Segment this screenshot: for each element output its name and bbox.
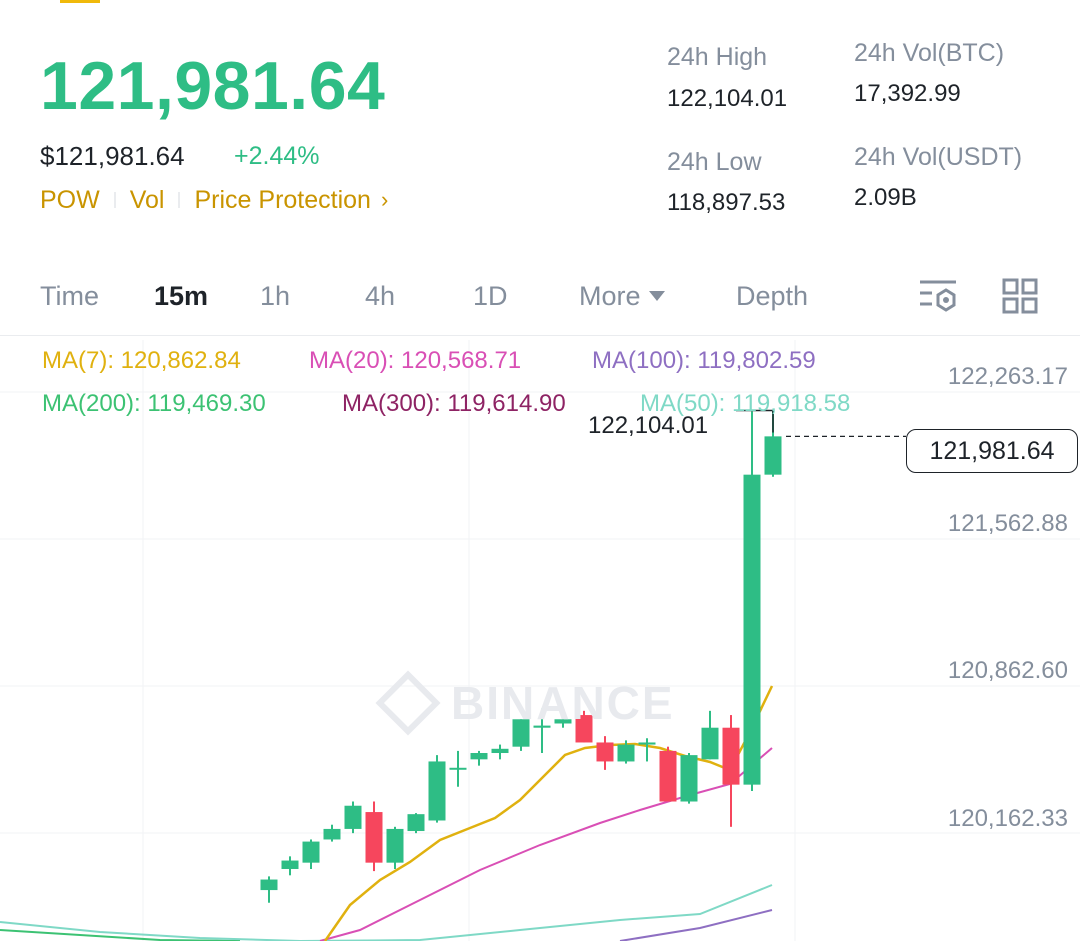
candle-body <box>302 841 320 863</box>
candlestick-chart[interactable] <box>0 340 1080 941</box>
candle-body <box>512 719 530 747</box>
ma50-line <box>0 884 773 941</box>
tab-depth[interactable]: Depth <box>736 281 809 311</box>
stat-high-value: 122,104.01 <box>667 85 788 112</box>
tab-1d[interactable]: 1D <box>473 281 508 311</box>
candle-body <box>386 828 404 863</box>
high-marker-label: 122,104.01 <box>588 412 709 439</box>
candle-body <box>701 727 719 760</box>
price-axis-label: 120,862.60 <box>947 657 1068 684</box>
candle-body <box>617 744 635 762</box>
price-axis-label: 120,162.33 <box>947 805 1068 832</box>
tag-separator <box>113 192 116 208</box>
candle-body <box>260 879 278 891</box>
price-change-percent: +2.44% <box>234 142 320 170</box>
ma300-legend: MA(300): 119,614.90 <box>342 390 566 417</box>
ticker-tags: POW Vol Price Protection › <box>40 184 388 216</box>
candle-body <box>743 474 761 785</box>
candle-body <box>575 715 593 743</box>
stat-vol-btc-value: 17,392.99 <box>854 80 961 107</box>
candle-body <box>764 436 782 475</box>
last-price: 121,981.64 <box>40 48 386 124</box>
usd-price: $121,981.64 <box>40 141 185 171</box>
candle-body <box>470 753 488 760</box>
candle-body <box>533 725 551 728</box>
stat-vol-btc-label: 24h Vol(BTC) <box>854 39 1005 67</box>
tag-vol[interactable]: Vol <box>129 186 165 214</box>
candle-body <box>281 860 299 869</box>
stat-vol-usdt-label: 24h Vol(USDT) <box>854 143 1023 171</box>
candle-body <box>554 719 572 724</box>
candle-body <box>323 828 341 840</box>
candle-body <box>722 727 740 785</box>
ma100-legend: MA(100): 119,802.59 <box>592 347 816 374</box>
tab-more-label: More <box>579 281 641 311</box>
ma50-legend: MA(50): 119,918.58 <box>640 390 851 417</box>
candle-body <box>638 742 656 745</box>
tab-4h[interactable]: 4h <box>365 281 396 311</box>
candle-body <box>428 761 446 821</box>
high-marker-line <box>736 409 774 433</box>
price-axis-label: 121,562.88 <box>947 510 1068 537</box>
tag-price-protection[interactable]: Price Protection <box>194 186 371 214</box>
ma100-line <box>619 909 773 941</box>
watermark: BINANCE <box>375 670 675 736</box>
ma20-line <box>319 747 773 941</box>
candle-body <box>596 742 614 762</box>
candle-body <box>680 755 698 802</box>
ma7-line <box>323 685 774 941</box>
top-accent-bar <box>60 0 100 3</box>
current-price-tag: 121,981.64 <box>906 429 1078 473</box>
tab-divider <box>0 335 1080 336</box>
candle-body <box>491 748 509 754</box>
tab-more[interactable]: More <box>579 278 665 314</box>
candle-body <box>449 767 467 770</box>
stat-high-label: 24h High <box>667 43 768 71</box>
candle-body <box>365 812 383 863</box>
stat-vol-usdt-value: 2.09B <box>854 184 917 211</box>
tab-time[interactable]: Time <box>40 281 99 311</box>
caret-down-icon <box>648 290 665 301</box>
ma200-legend: MA(200): 119,469.30 <box>42 390 266 417</box>
price-axis-label: 122,263.17 <box>947 363 1068 390</box>
tab-1h[interactable]: 1h <box>260 281 291 311</box>
stat-low-label: 24h Low <box>667 148 762 176</box>
chevron-right-icon[interactable]: › <box>380 187 389 212</box>
watermark-text: BINANCE <box>451 677 675 729</box>
candle-body <box>344 805 362 829</box>
candle-body <box>407 814 425 832</box>
tag-pow[interactable]: POW <box>40 186 100 214</box>
candle-body <box>659 750 677 802</box>
ma20-legend: MA(20): 120,568.71 <box>309 347 522 374</box>
grid-layout-icon[interactable] <box>1002 278 1038 314</box>
tab-15m[interactable]: 15m <box>154 281 209 311</box>
tag-separator <box>178 192 181 208</box>
ma200-line <box>0 929 241 941</box>
binance-logo-icon <box>375 670 441 736</box>
ma7-legend: MA(7): 120,862.84 <box>42 347 241 374</box>
stat-low-value: 118,897.53 <box>667 189 786 216</box>
indicator-settings-icon[interactable] <box>918 278 958 314</box>
